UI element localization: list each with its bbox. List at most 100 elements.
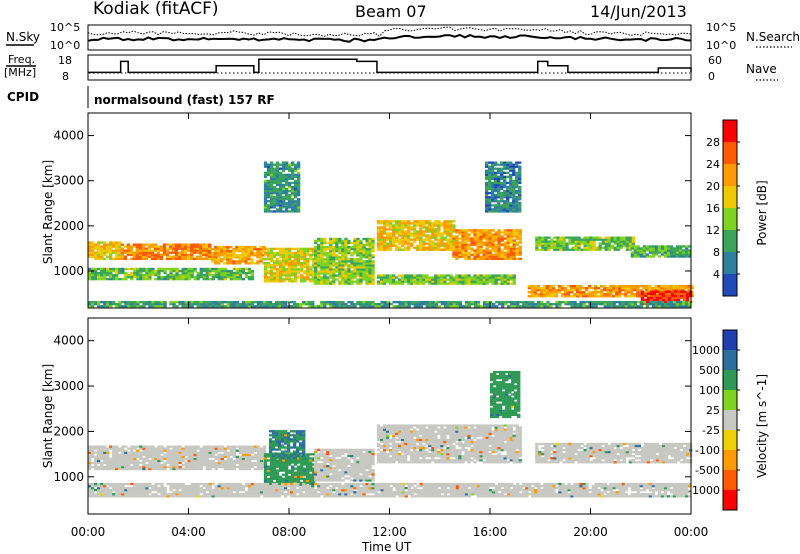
power-cell-3715 (386, 303, 390, 306)
power-cell-2441 (449, 274, 453, 277)
velocity-cell-858 (309, 457, 313, 460)
power-cell-2167 (157, 271, 161, 275)
power-cell-3312 (500, 187, 504, 191)
power-cell-1589 (488, 249, 492, 252)
power-cell-2939 (263, 206, 268, 209)
power-cell-803 (329, 252, 333, 255)
velocity-cell-907 (320, 467, 324, 470)
power-cell-2921 (683, 298, 687, 301)
power-cell-3224 (488, 196, 492, 199)
power-cell-1737 (538, 248, 542, 251)
power-cell-3249 (491, 185, 495, 189)
power-cell-924 (347, 258, 351, 261)
power-cell-2293 (232, 278, 236, 281)
velocity-cell-597 (253, 445, 258, 448)
power-cell-2355 (392, 274, 396, 277)
power-cell-1698 (512, 243, 516, 246)
power-cell-74 (115, 247, 119, 250)
power-cell-37 (100, 247, 104, 250)
power-cell-2208 (181, 269, 185, 273)
power-cell-83 (118, 247, 122, 250)
velocity-cell-508 (229, 459, 233, 463)
power-cell-309 (214, 252, 218, 255)
power-cell-3085 (282, 167, 286, 170)
power-cell-1242 (410, 242, 414, 245)
power-cell-1475 (461, 235, 465, 238)
velocity-cell-725 (282, 465, 286, 468)
power-cell-1106 (376, 220, 381, 223)
power-cell-1365 (440, 248, 444, 251)
power-cell-3743 (419, 303, 423, 306)
power-cell-683 (312, 251, 316, 255)
power-cell-1640 (500, 257, 504, 260)
power-cell-2216 (187, 278, 191, 281)
power-cell-2077 (103, 269, 107, 273)
power-cell-3293 (497, 185, 501, 189)
power-cell-1643 (500, 251, 504, 254)
velocity-cell-380 (193, 459, 197, 463)
power-cell-1592 (488, 241, 492, 244)
power-cell-633 (303, 270, 307, 273)
power-cell-2311 (241, 271, 246, 275)
power-cell-3911 (615, 301, 619, 304)
power-cell-2080 (106, 273, 110, 277)
power-cell-986 (356, 239, 360, 243)
power-cell-3541 (190, 305, 194, 308)
power-cell-2520 (500, 278, 504, 281)
power-cell-3554 (202, 301, 206, 304)
power-cell-3946 (657, 305, 662, 308)
power-cell-1335 (431, 226, 435, 229)
velocity-cell-573 (247, 457, 252, 460)
velocity-cell-212 (148, 467, 152, 471)
power-cell-2625 (575, 295, 580, 298)
power-cell-3782 (464, 305, 469, 308)
power-cell-1046 (365, 241, 369, 245)
power-cell-1111 (380, 240, 384, 243)
power-cell-574 (291, 272, 295, 275)
power-cell-1989 (660, 251, 665, 254)
power-cell-1672 (506, 237, 510, 240)
velocity-cell-616 (259, 455, 264, 458)
power-cell-786 (326, 248, 330, 251)
power-cell-1876 (604, 238, 608, 241)
power-cell-357 (232, 254, 236, 257)
power-cell-3903 (606, 301, 610, 304)
power-cell-900 (344, 262, 348, 265)
power-cell-106 (129, 253, 133, 256)
power-cell-3389 (512, 206, 516, 209)
power-cell-710 (317, 276, 321, 279)
power-cell-229 (181, 245, 185, 248)
power-cell-2241 (202, 276, 206, 279)
power-cell-558 (288, 272, 292, 275)
power-cell-2057 (94, 276, 98, 279)
velocity-cell-670 (269, 463, 274, 466)
power-cell-2384 (413, 278, 417, 281)
power-cell-3342 (503, 165, 507, 168)
power-cell-2531 (506, 276, 510, 279)
power-cell-201 (171, 257, 176, 260)
power-cell-753 (323, 276, 327, 279)
power-cell-1903 (619, 246, 623, 249)
power-cell-1722 (518, 245, 522, 248)
power-cell-1852 (592, 244, 596, 247)
power-cell-2320 (247, 271, 252, 275)
power-cell-1898 (616, 244, 620, 247)
power-cell-2535 (509, 276, 513, 279)
power-cell-2254 (208, 269, 212, 273)
velocity-cell-223 (151, 467, 155, 471)
power-cell-1129 (383, 230, 387, 233)
power-cell-781 (326, 260, 330, 263)
power-cell-726 (317, 239, 321, 243)
power-cell-1719 (518, 251, 522, 254)
power-cell-3352 (506, 196, 510, 199)
power-cell-2067 (100, 278, 104, 281)
power-cell-2903 (673, 296, 678, 299)
velocity-cell-489 (223, 453, 227, 456)
power-cell-1505 (467, 229, 471, 232)
velocity-cell-855 (309, 463, 313, 466)
power-cell-328 (220, 245, 224, 249)
power-cell-3485 (124, 301, 128, 304)
power-cell-2710 (624, 285, 628, 288)
power-cell-1068 (368, 243, 372, 247)
power-cell-2523 (503, 282, 507, 285)
